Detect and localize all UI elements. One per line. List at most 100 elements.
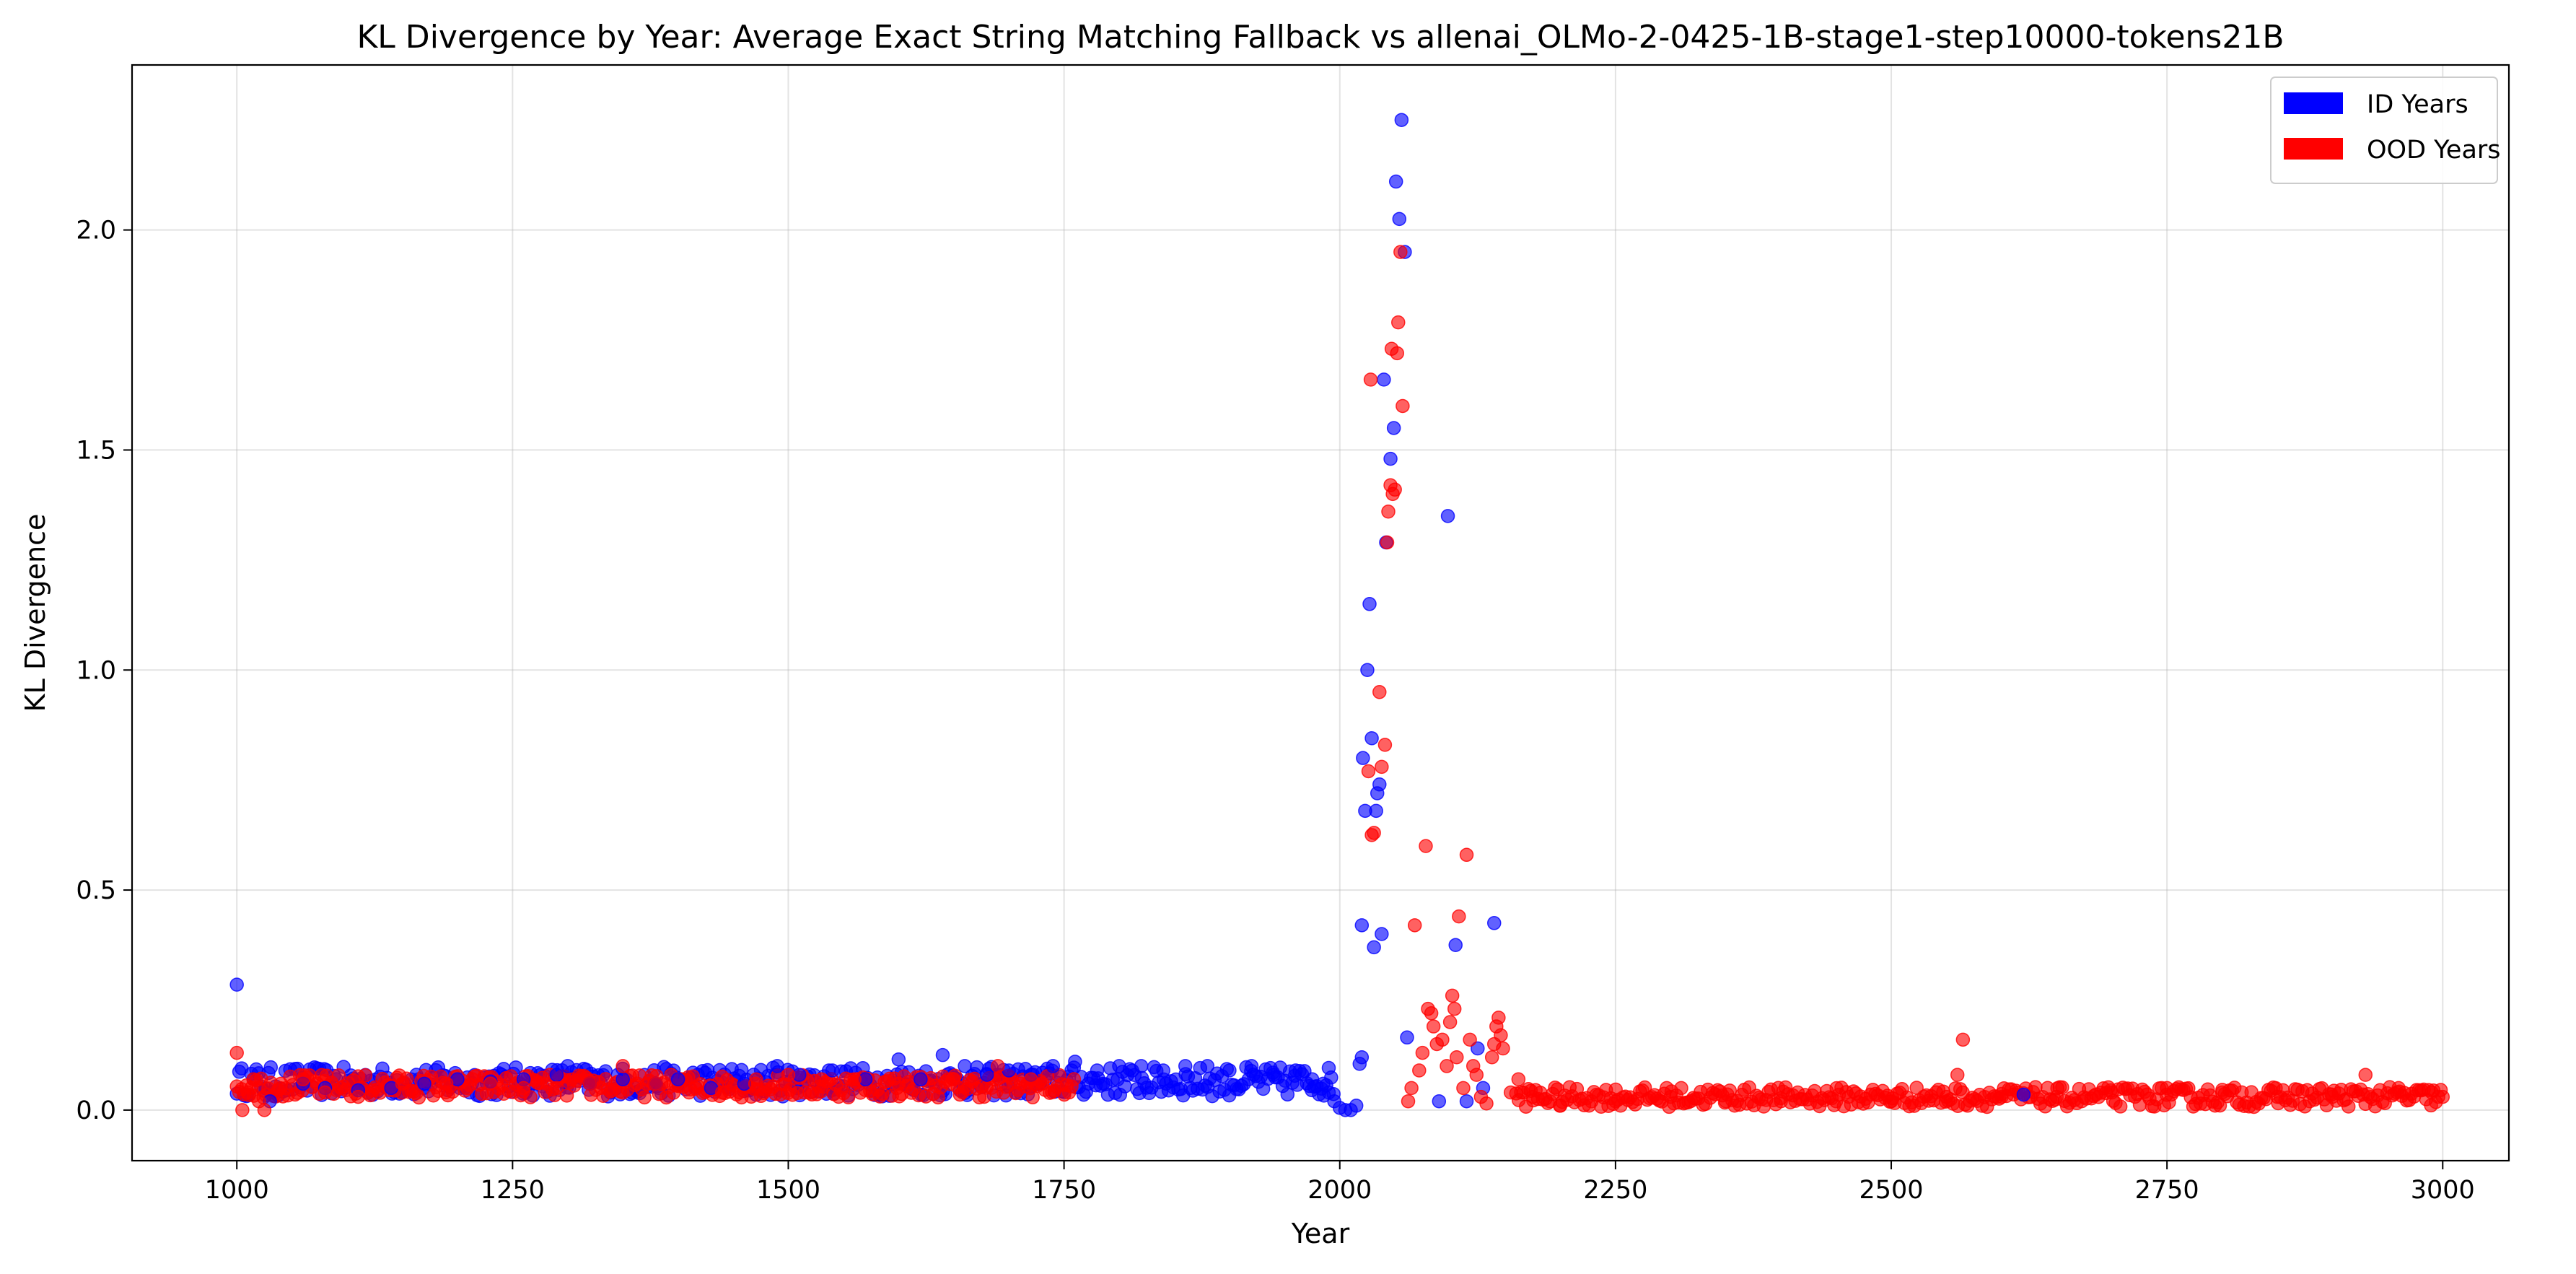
legend-label-id-years: ID Years bbox=[2367, 90, 2468, 119]
ood-year-point bbox=[947, 1072, 961, 1086]
ood-year-point bbox=[1479, 1096, 1494, 1111]
ood-year-point bbox=[781, 1068, 796, 1082]
ood-year-point bbox=[1496, 1041, 1510, 1056]
id-year-point bbox=[670, 1072, 685, 1086]
ood-year-point bbox=[2435, 1089, 2450, 1104]
id-year-point bbox=[825, 1063, 840, 1078]
ood-year-point bbox=[1484, 1050, 1499, 1065]
legend-swatch-ood-years bbox=[2284, 138, 2343, 160]
ood-year-point bbox=[1828, 1094, 1844, 1109]
ood-year-point bbox=[1391, 315, 1406, 330]
id-year-point bbox=[1288, 1063, 1303, 1078]
ood-year-point bbox=[1412, 1063, 1427, 1078]
id-year-point bbox=[1349, 1099, 1364, 1113]
id-year-point bbox=[1400, 1030, 1414, 1045]
ood-year-point bbox=[317, 1085, 333, 1100]
x-tick-label: 3000 bbox=[2411, 1176, 2475, 1205]
ood-year-point bbox=[273, 1076, 289, 1091]
y-axis-label: KL Divergence bbox=[19, 514, 51, 712]
ood-year-point bbox=[1361, 764, 1376, 779]
y-tick-label: 0.5 bbox=[76, 876, 116, 905]
id-year-point bbox=[1375, 927, 1389, 941]
id-year-point bbox=[979, 1068, 994, 1082]
ood-year-point bbox=[649, 1076, 663, 1091]
ood-year-point bbox=[1380, 535, 1395, 550]
ood-year-point bbox=[240, 1085, 255, 1100]
ood-year-point bbox=[2391, 1081, 2406, 1096]
ood-year-point bbox=[814, 1072, 829, 1086]
ood-year-point bbox=[891, 1076, 906, 1091]
id-year-point bbox=[229, 977, 244, 992]
ood-year-point bbox=[1469, 1068, 1484, 1082]
ood-year-point bbox=[1663, 1089, 1678, 1104]
ood-year-point bbox=[682, 1085, 696, 1100]
ood-year-point bbox=[1442, 1015, 1458, 1029]
id-year-point bbox=[958, 1059, 972, 1073]
id-year-point bbox=[1383, 451, 1398, 466]
ood-year-point bbox=[1445, 988, 1460, 1003]
y-tick-label: 0.0 bbox=[76, 1096, 116, 1125]
id-year-point bbox=[1156, 1063, 1170, 1078]
id-year-point bbox=[770, 1059, 784, 1073]
ood-year-point bbox=[2160, 1081, 2174, 1096]
id-year-point bbox=[417, 1076, 431, 1091]
ood-year-point bbox=[1367, 826, 1381, 840]
ood-year-point bbox=[483, 1076, 498, 1091]
id-year-point bbox=[1178, 1059, 1193, 1073]
id-year-point bbox=[1266, 1068, 1281, 1082]
ood-year-point bbox=[1066, 1072, 1082, 1086]
id-year-point bbox=[1394, 113, 1409, 127]
ood-year-point bbox=[637, 1090, 652, 1105]
id-year-point bbox=[1471, 1041, 1485, 1056]
id-year-point bbox=[1356, 751, 1370, 765]
ood-year-point bbox=[841, 1090, 856, 1104]
ood-year-point bbox=[715, 1085, 730, 1100]
id-year-point bbox=[1369, 803, 1383, 819]
id-year-point bbox=[1360, 663, 1375, 678]
ood-year-point bbox=[1401, 1094, 1416, 1109]
ood-year-point bbox=[2341, 1099, 2356, 1114]
ood-year-point bbox=[2325, 1089, 2340, 1104]
ood-year-point bbox=[748, 1076, 763, 1091]
ood-year-point bbox=[2113, 1099, 2128, 1114]
ood-year-point bbox=[2104, 1085, 2119, 1100]
x-tick-label: 1500 bbox=[756, 1176, 820, 1205]
ood-year-point bbox=[1377, 738, 1393, 752]
ood-year-point bbox=[991, 1059, 1005, 1073]
id-year-point bbox=[1244, 1059, 1259, 1073]
ood-year-point bbox=[2270, 1089, 2284, 1104]
x-tick-label: 1750 bbox=[1032, 1176, 1096, 1205]
ood-year-point bbox=[1363, 372, 1378, 387]
grid-lines bbox=[132, 65, 2509, 1161]
ood-year-point bbox=[1381, 505, 1396, 519]
ood-year-point bbox=[439, 1076, 454, 1091]
ood-year-point bbox=[1494, 1028, 1508, 1043]
ood-year-point bbox=[1440, 1059, 1454, 1073]
id-year-point bbox=[1432, 1094, 1447, 1109]
ood-year-point bbox=[229, 1045, 244, 1060]
id-year-point bbox=[615, 1072, 630, 1086]
ood-year-point bbox=[235, 1103, 250, 1117]
ood-year-point bbox=[1456, 1081, 1471, 1096]
id-year-point bbox=[1459, 1094, 1474, 1109]
ood-year-point bbox=[1511, 1072, 1526, 1086]
ood-year-point bbox=[1396, 398, 1410, 414]
chart-title: KL Divergence by Year: Average Exact Str… bbox=[356, 19, 2284, 56]
ood-year-point bbox=[257, 1103, 272, 1117]
ood-year-point bbox=[1424, 1006, 1439, 1021]
x-tick-label: 2250 bbox=[1583, 1176, 1647, 1205]
ood-year-point bbox=[358, 1068, 373, 1083]
x-tick-label: 1250 bbox=[481, 1176, 545, 1205]
id-year-point bbox=[935, 1047, 950, 1063]
ood-year-point bbox=[1774, 1094, 1788, 1109]
id-year-point bbox=[1068, 1055, 1082, 1069]
id-year-point bbox=[2016, 1087, 2031, 1102]
ood-year-point bbox=[1955, 1032, 1971, 1047]
axis-ticks: 1000 1250 1500 1750 2000 2250 2500 2750 3000 0.0 0… bbox=[76, 217, 2474, 1205]
x-axis-label: Year bbox=[1291, 1218, 1350, 1249]
ood-year-point bbox=[1419, 839, 1433, 853]
data-points bbox=[229, 113, 2450, 1117]
legend-label-ood-years: OOD Years bbox=[2367, 136, 2501, 165]
